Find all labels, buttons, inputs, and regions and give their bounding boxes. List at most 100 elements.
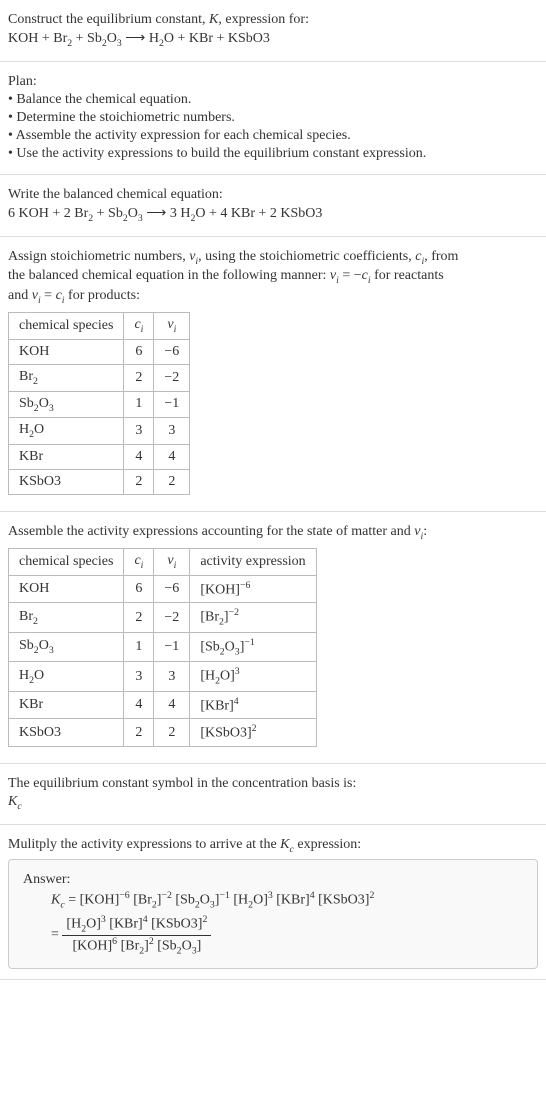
h1: chemical species: [9, 312, 124, 339]
answer-line1: Kc = [KOH]−6 [Br2]−2 [Sb2O3]−1 [H2O]3 [K…: [23, 890, 523, 910]
t: [H: [66, 917, 81, 932]
s: 3: [49, 402, 54, 413]
h2: ci: [124, 548, 154, 575]
t: [KBr]: [273, 892, 310, 907]
t: + Sb: [93, 206, 123, 221]
balanced-section: Write the balanced chemical equation: 6 …: [0, 175, 546, 237]
txt: Construct the equilibrium constant,: [8, 12, 209, 27]
t: , from: [424, 249, 458, 264]
assign-section: Assign stoichiometric numbers, νi, using…: [0, 237, 546, 513]
h4: activity expression: [190, 548, 316, 575]
t: [Sb: [200, 640, 219, 655]
t: KOH + Br: [8, 31, 67, 46]
t: [KSbO3]: [315, 892, 370, 907]
stoich-table: chemical species ci νi KOH6−6 Br22−2 Sb2…: [8, 312, 190, 495]
e: 2: [202, 914, 207, 925]
i: i: [174, 560, 177, 571]
v: 3: [154, 418, 190, 445]
t: =: [41, 288, 56, 303]
t: O: [128, 206, 138, 221]
t: H: [19, 668, 29, 683]
t: [Br: [117, 938, 139, 953]
t: [H: [200, 669, 215, 684]
sp: KOH: [9, 575, 124, 603]
t: :: [423, 524, 427, 539]
v: 2: [154, 470, 190, 495]
activity-table: chemical species ci νi activity expressi…: [8, 548, 317, 747]
table-row: KOH6−6[KOH]−6: [9, 575, 317, 603]
c: 2: [124, 719, 154, 747]
t: KSbO3: [19, 474, 61, 489]
c: 1: [124, 632, 154, 661]
v: 4: [154, 445, 190, 470]
t: KOH: [19, 344, 49, 359]
t: O + KBr + KSbO3: [164, 31, 270, 46]
table-row: KSbO322[KSbO3]2: [9, 719, 317, 747]
t: [KSbO3]: [148, 917, 203, 932]
table-row: H2O33: [9, 418, 190, 445]
sp: Br2: [9, 603, 124, 632]
i: i: [141, 324, 144, 335]
assemble-l1: Assemble the activity expressions accoun…: [8, 524, 538, 542]
t: for products:: [65, 288, 140, 303]
sp: KSbO3: [9, 719, 124, 747]
c: 2: [124, 364, 154, 391]
sp: KBr: [9, 691, 124, 719]
construct-line: Construct the equilibrium constant, K, e…: [8, 12, 538, 28]
i: i: [141, 560, 144, 571]
c: 1: [124, 391, 154, 418]
assign-l2: the balanced chemical equation in the fo…: [8, 268, 538, 286]
answer-box: Answer: Kc = [KOH]−6 [Br2]−2 [Sb2O3]−1 […: [8, 859, 538, 969]
t: O: [39, 638, 49, 653]
t: Br: [19, 369, 33, 384]
c: 6: [124, 575, 154, 603]
table-row: Sb2O31−1[Sb2O3]−1: [9, 632, 317, 661]
K: K: [8, 794, 17, 809]
t: = −: [339, 268, 362, 283]
t: H: [19, 422, 29, 437]
e: 3: [235, 666, 240, 677]
c: 4: [124, 445, 154, 470]
numerator: [H2O]3 [KBr]4 [KSbO3]2: [62, 914, 211, 935]
t: [KBr]: [200, 698, 233, 713]
t: Assign stoichiometric numbers,: [8, 249, 189, 264]
t: and: [8, 288, 32, 303]
plan-title: Plan:: [8, 74, 538, 90]
fraction: [H2O]3 [KBr]4 [KSbO3]2 [KOH]6 [Br2]2 [Sb…: [62, 914, 211, 956]
e: −1: [219, 890, 229, 901]
t: [H: [230, 892, 248, 907]
table-row: Br22−2[Br2]−2: [9, 603, 317, 632]
e: 2: [369, 890, 374, 901]
t: , using the stoichiometric coefficients,: [198, 249, 415, 264]
plan-section: Plan: • Balance the chemical equation. •…: [0, 62, 546, 175]
v: −1: [154, 632, 190, 661]
act: [Sb2O3]−1: [190, 632, 316, 661]
s: 2: [33, 376, 38, 387]
assign-l3: and νi = ci for products:: [8, 288, 538, 306]
e: 2: [252, 723, 257, 734]
c: 3: [124, 662, 154, 691]
t: Assemble the activity expressions accoun…: [8, 524, 414, 539]
t: O]: [253, 892, 268, 907]
t: O]: [86, 917, 101, 932]
s: 3: [49, 645, 54, 656]
plan-b3: • Assemble the activity expression for e…: [8, 128, 538, 144]
sp: H2O: [9, 418, 124, 445]
table-row: KBr44: [9, 445, 190, 470]
sp: Sb2O3: [9, 391, 124, 418]
s: 2: [33, 616, 38, 627]
t: = [KOH]: [65, 892, 120, 907]
multiply-l1: Mulitply the activity expressions to arr…: [8, 837, 538, 855]
eqconst-l1: The equilibrium constant symbol in the c…: [8, 776, 538, 792]
eq: =: [51, 927, 62, 942]
sp: Br2: [9, 364, 124, 391]
v: −1: [154, 391, 190, 418]
e: 4: [234, 696, 239, 707]
e: −6: [119, 890, 129, 901]
v: 2: [154, 719, 190, 747]
intro-section: Construct the equilibrium constant, K, e…: [0, 0, 546, 62]
denominator: [KOH]6 [Br2]2 [Sb2O3]: [62, 936, 211, 956]
t: [KOH]: [73, 938, 113, 953]
t: Br: [19, 609, 33, 624]
c: 4: [124, 691, 154, 719]
